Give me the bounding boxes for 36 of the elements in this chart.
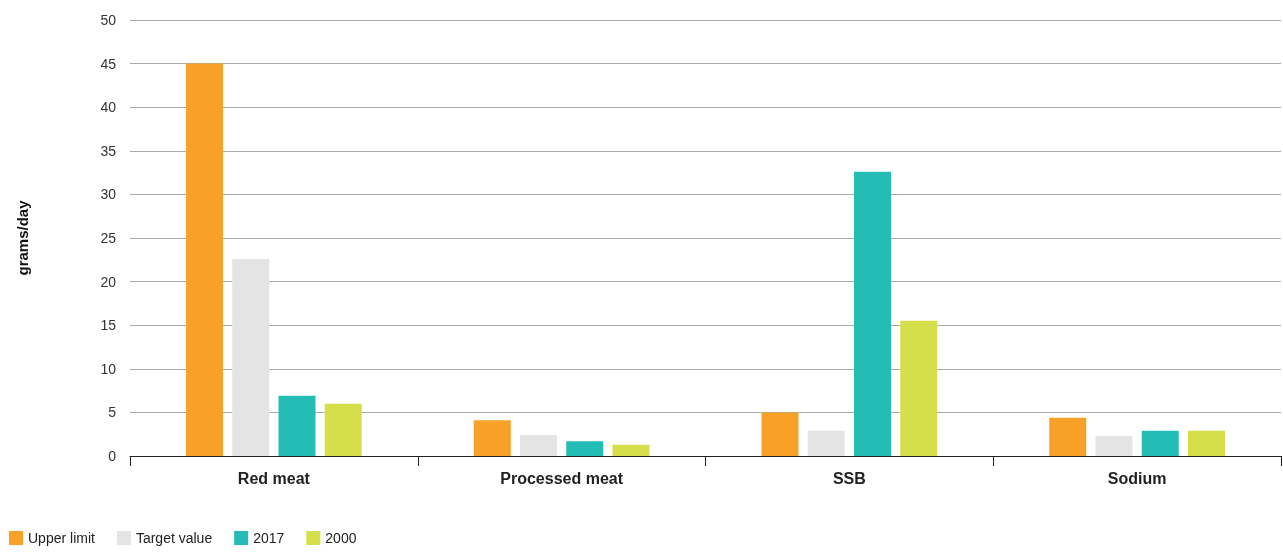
bar bbox=[520, 435, 557, 456]
legend-label: 2000 bbox=[325, 530, 357, 546]
bar bbox=[232, 258, 270, 456]
y-tick-label: 25 bbox=[100, 230, 117, 246]
bar bbox=[566, 441, 604, 456]
x-tick-label: Red meat bbox=[237, 469, 311, 487]
bar bbox=[1095, 435, 1133, 456]
bar bbox=[854, 171, 891, 456]
x-tick-label: Sodium bbox=[1107, 469, 1167, 487]
bar bbox=[1049, 417, 1087, 456]
bar bbox=[186, 63, 223, 456]
y-tick-label: 30 bbox=[100, 186, 117, 203]
legend-label: Upper limit bbox=[28, 530, 96, 546]
bar bbox=[612, 444, 650, 456]
bar bbox=[761, 412, 799, 456]
bar bbox=[1141, 430, 1179, 456]
bar bbox=[473, 420, 511, 456]
x-tick-label: SSB bbox=[832, 469, 866, 487]
y-tick-label: 15 bbox=[100, 317, 117, 334]
bar bbox=[324, 403, 362, 456]
x-tick-label: Processed meat bbox=[500, 469, 624, 487]
y-tick-label: 35 bbox=[100, 142, 117, 159]
legend-label: Target value bbox=[135, 530, 213, 546]
y-axis-title: grams/day bbox=[14, 199, 31, 276]
bar bbox=[278, 395, 316, 456]
y-tick-label: 5 bbox=[108, 404, 117, 421]
y-tick-label: 0 bbox=[108, 448, 117, 464]
y-tick-label: 50 bbox=[100, 12, 117, 28]
legend-label: 2017 bbox=[253, 530, 285, 546]
y-tick-label: 40 bbox=[100, 99, 117, 116]
bar bbox=[807, 430, 845, 456]
y-tick-label: 45 bbox=[100, 55, 117, 72]
y-tick-label: 10 bbox=[100, 360, 117, 377]
bar bbox=[900, 320, 938, 456]
bar bbox=[1188, 430, 1225, 456]
y-tick-label: 20 bbox=[100, 273, 117, 290]
